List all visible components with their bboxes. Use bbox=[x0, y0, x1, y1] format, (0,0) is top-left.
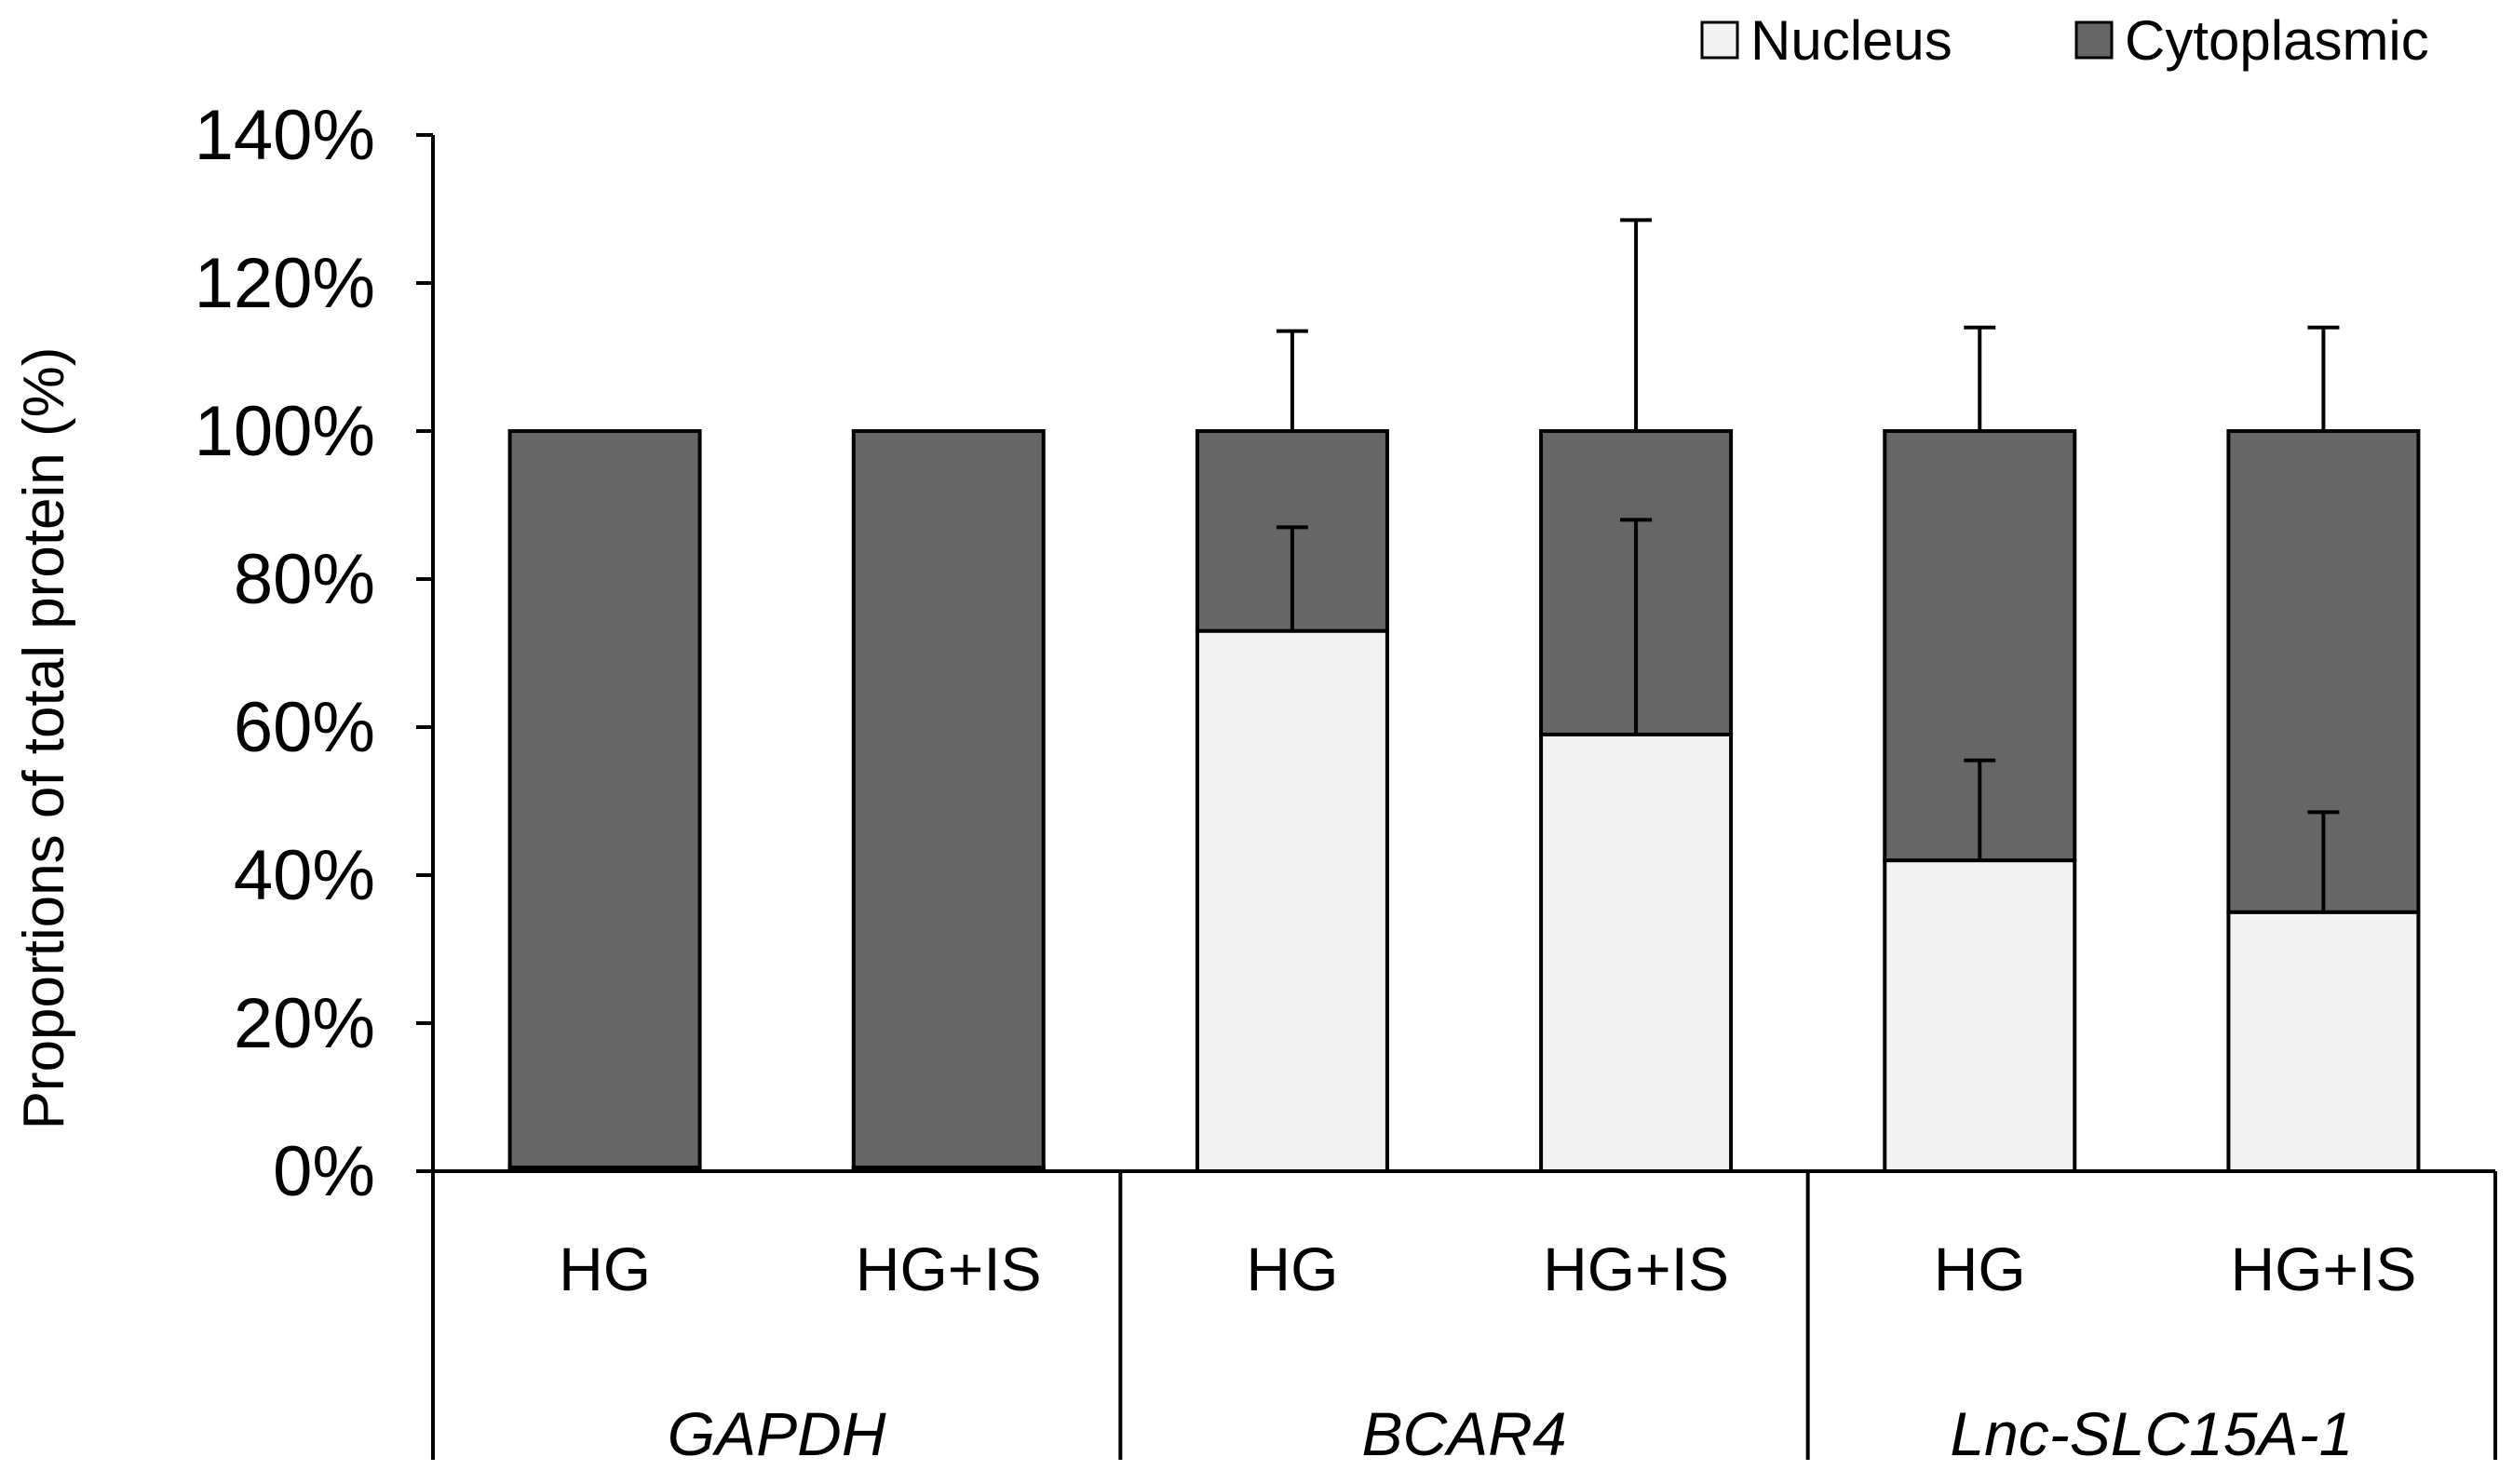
x-category-label: HG bbox=[1246, 1234, 1338, 1303]
y-tick-marks bbox=[416, 133, 433, 1173]
legend: Nucleus Cytoplasmic bbox=[1700, 9, 2429, 72]
y-tick-label: 40% bbox=[234, 836, 375, 915]
y-tick-label: 120% bbox=[195, 244, 375, 323]
x-group-label: GAPDH bbox=[668, 1399, 886, 1468]
x-category-labels: HG HG+IS HG HG+IS HG HG+IS GAPDH BCAR4 Lnc-SLC15… bbox=[559, 1234, 2416, 1468]
bar-cytoplasmic bbox=[507, 429, 702, 1170]
axes bbox=[431, 135, 2497, 1460]
legend-swatch bbox=[2074, 20, 2114, 60]
y-tick-label: 0% bbox=[273, 1132, 375, 1211]
y-tick-label: 140% bbox=[195, 96, 375, 175]
y-tick-label: 60% bbox=[234, 688, 375, 767]
y-tick-label: 80% bbox=[234, 540, 375, 619]
x-category-label: HG bbox=[559, 1234, 651, 1303]
x-group-label: Lnc-SLC15A-1 bbox=[1950, 1399, 2353, 1468]
bar-nucleus bbox=[1539, 732, 1734, 1173]
y-tick-label: 100% bbox=[195, 392, 375, 471]
x-category-label: HG bbox=[1934, 1234, 2026, 1303]
error-bars bbox=[1276, 218, 2340, 912]
legend-swatch bbox=[1700, 20, 1739, 60]
x-category-label: HG+IS bbox=[1543, 1234, 1729, 1303]
y-tick-labels: 0% 20% 40% 60% 80% 100% 120% 140% bbox=[195, 96, 375, 1211]
x-category-label: HG+IS bbox=[856, 1234, 1042, 1303]
bar-nucleus bbox=[2226, 910, 2421, 1173]
bar-nucleus bbox=[1883, 858, 2077, 1173]
y-tick-label: 20% bbox=[234, 984, 375, 1063]
legend-label: Nucleus bbox=[1750, 9, 1952, 72]
bar-cytoplasmic bbox=[851, 429, 1046, 1170]
legend-label: Cytoplasmic bbox=[2125, 9, 2429, 72]
y-axis-title: Proportions of total protein (%) bbox=[12, 347, 76, 1130]
bar-nucleus bbox=[1195, 628, 1389, 1173]
x-group-label: BCAR4 bbox=[1361, 1399, 1566, 1468]
x-category-label: HG+IS bbox=[2230, 1234, 2416, 1303]
bars bbox=[507, 429, 2421, 1174]
